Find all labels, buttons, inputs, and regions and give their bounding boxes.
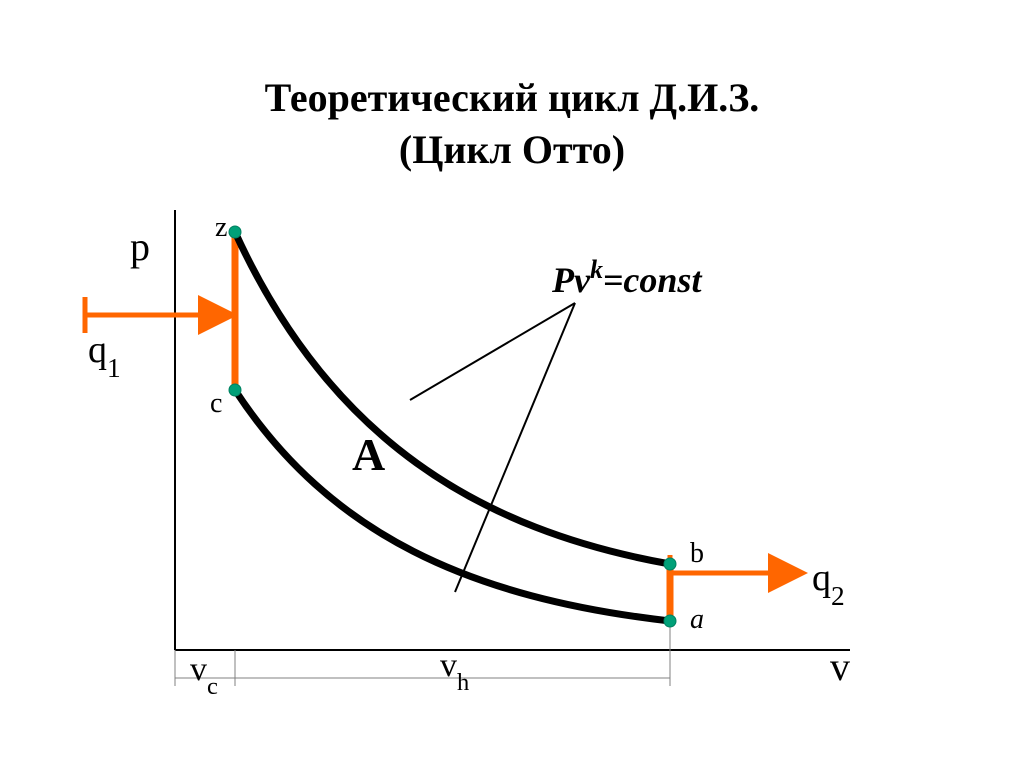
callout-2 xyxy=(455,303,575,592)
otto-cycle-diagram: p v A z c b a q1 q2 vc vh Pvk=const xyxy=(0,0,1024,767)
label-q2: q2 xyxy=(812,557,845,611)
point-a xyxy=(664,615,676,627)
label-A: A xyxy=(352,429,385,480)
callout-1 xyxy=(410,303,575,400)
label-q1: q1 xyxy=(88,329,121,383)
label-b: b xyxy=(690,538,704,569)
label-z: z xyxy=(215,212,227,243)
label-p: p xyxy=(130,224,150,269)
label-vh: vh xyxy=(440,647,469,696)
adiabat-lower xyxy=(235,390,670,621)
label-a: a xyxy=(690,604,704,635)
point-c xyxy=(229,384,241,396)
label-pvk: Pvk=const xyxy=(551,255,702,301)
label-v: v xyxy=(830,644,850,689)
point-b xyxy=(664,558,676,570)
label-vc: vc xyxy=(190,651,218,700)
point-z xyxy=(229,226,241,238)
label-c: c xyxy=(210,388,222,419)
